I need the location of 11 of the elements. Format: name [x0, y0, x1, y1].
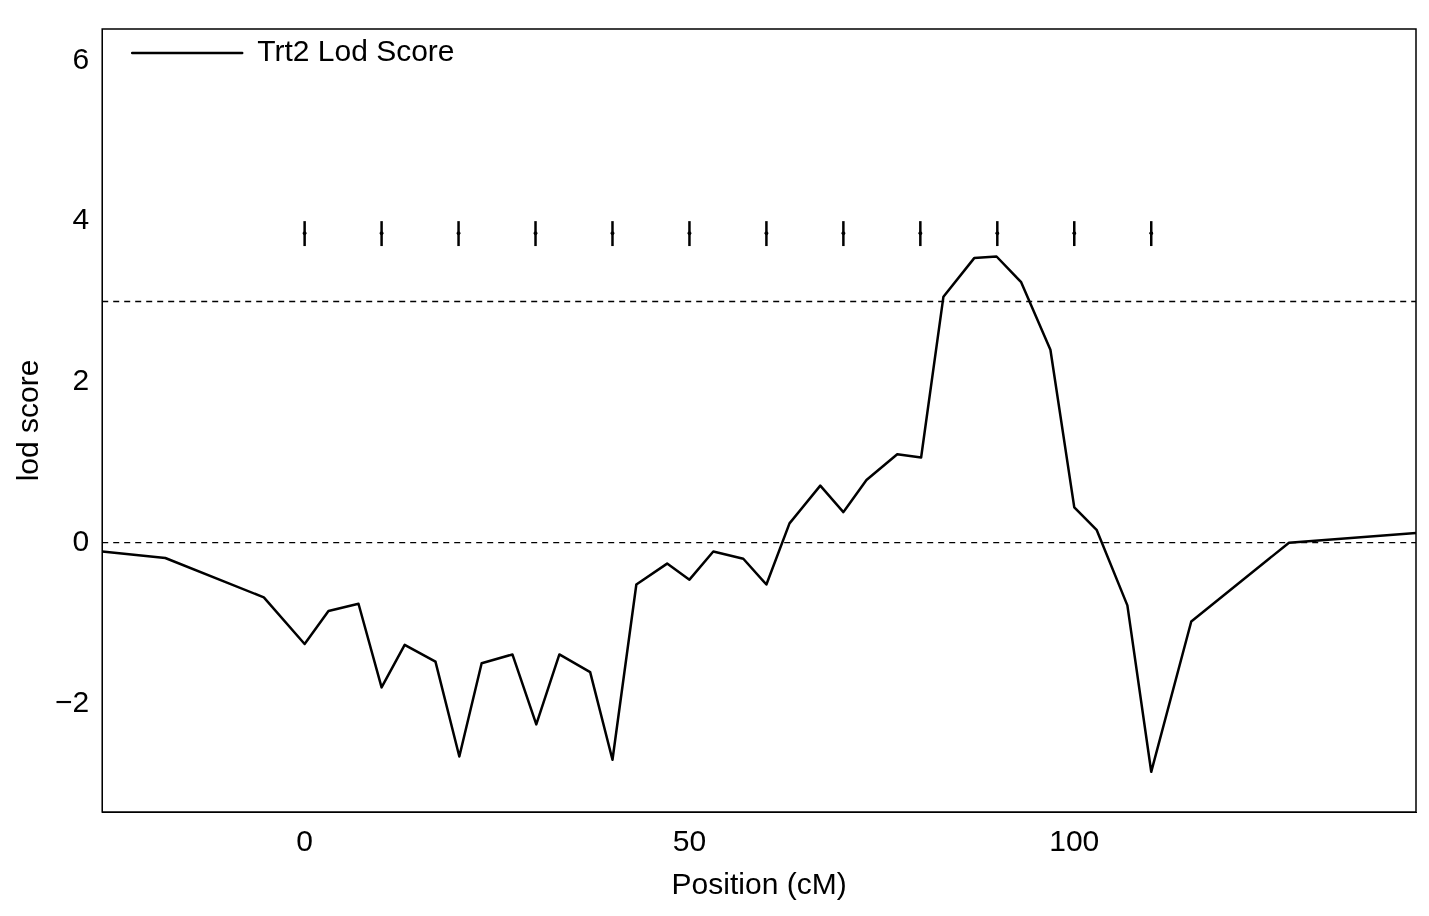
legend-label: Trt2 Lod Score	[257, 34, 455, 68]
y-tick-label: 2	[72, 363, 90, 397]
y-tick-label: 4	[72, 202, 90, 236]
x-tick-label: 100	[1049, 824, 1100, 858]
x-tick-label: 50	[672, 824, 707, 858]
y-tick-label: 6	[72, 41, 90, 75]
x-axis-title: Position (cM)	[671, 867, 847, 901]
y-tick-label: 0	[72, 523, 90, 557]
x-tick-label: 0	[296, 824, 313, 858]
y-axis-title: lod score	[11, 359, 45, 482]
y-tick-label: −2	[54, 684, 90, 718]
